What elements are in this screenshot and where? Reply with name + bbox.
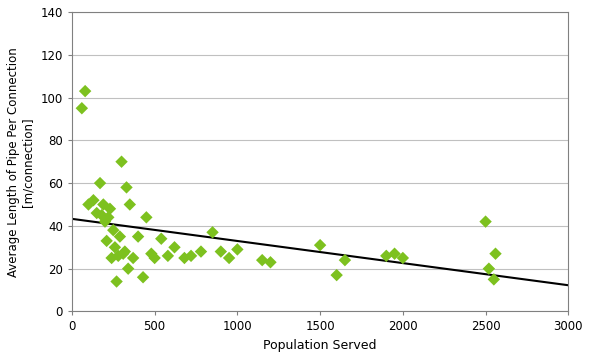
Point xyxy=(104,214,113,220)
Point xyxy=(125,202,135,208)
Point xyxy=(110,244,120,250)
Point xyxy=(117,159,126,164)
Point xyxy=(96,180,105,186)
Point xyxy=(224,255,234,261)
Point xyxy=(107,255,116,261)
Point xyxy=(77,105,87,111)
Point xyxy=(123,266,133,271)
Point xyxy=(382,253,391,259)
Y-axis label: Average Length of Pipe Per Connection
[m/connection]: Average Length of Pipe Per Connection [m… xyxy=(7,47,35,276)
Point xyxy=(316,242,325,248)
Point xyxy=(138,274,148,280)
Point xyxy=(146,251,156,257)
Point xyxy=(84,202,93,208)
Point xyxy=(115,234,124,239)
Point xyxy=(232,247,242,252)
Point xyxy=(170,244,179,250)
Point xyxy=(119,251,128,257)
Point xyxy=(105,206,114,212)
X-axis label: Population Served: Population Served xyxy=(263,339,377,352)
Point xyxy=(390,251,399,257)
Point xyxy=(266,260,275,265)
Point xyxy=(112,279,122,284)
Point xyxy=(92,210,101,216)
Point xyxy=(129,255,138,261)
Point xyxy=(257,257,267,263)
Point xyxy=(196,249,206,255)
Point xyxy=(186,253,196,259)
Point xyxy=(491,251,500,257)
Point xyxy=(102,238,112,244)
Point xyxy=(80,88,90,94)
Point xyxy=(216,249,225,255)
Point xyxy=(332,272,342,278)
Point xyxy=(150,255,159,261)
Point xyxy=(208,229,217,235)
Point xyxy=(489,276,499,282)
Point xyxy=(122,185,131,190)
Point xyxy=(156,236,166,242)
Point xyxy=(88,197,98,203)
Point xyxy=(481,219,490,224)
Point xyxy=(100,219,110,224)
Point xyxy=(142,214,151,220)
Point xyxy=(133,234,143,239)
Point xyxy=(163,253,173,259)
Point xyxy=(109,227,118,233)
Point xyxy=(398,255,408,261)
Point xyxy=(99,202,108,208)
Point xyxy=(113,253,123,259)
Point xyxy=(120,249,130,255)
Point xyxy=(340,257,350,263)
Point xyxy=(484,266,494,271)
Point xyxy=(97,212,106,218)
Point xyxy=(180,255,189,261)
